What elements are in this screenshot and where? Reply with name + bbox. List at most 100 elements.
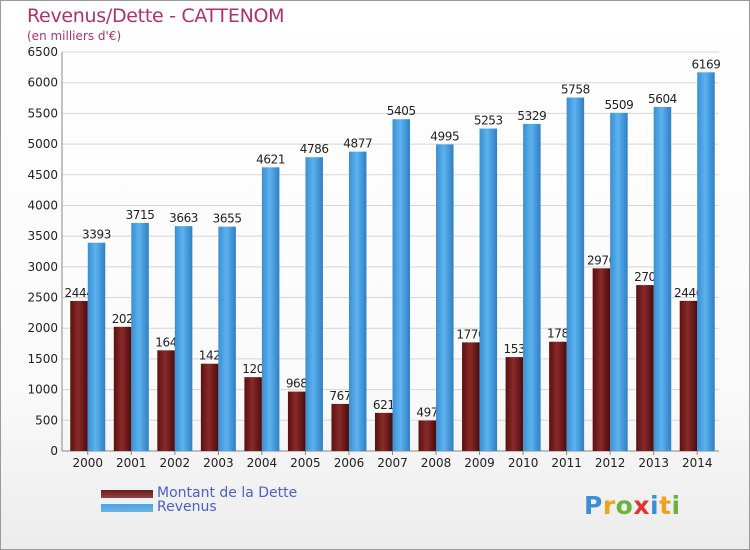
data-label-dette: 1770 <box>456 327 485 341</box>
data-label-revenus: 5329 <box>517 109 546 123</box>
data-label-dette: 202 <box>112 312 134 326</box>
data-label-dette: 2976 <box>587 253 616 267</box>
bar-dette <box>244 377 262 451</box>
bar-revenus <box>261 167 280 452</box>
bar-dette <box>113 326 132 451</box>
bar-revenus <box>653 107 672 452</box>
data-label-revenus: 5758 <box>561 83 590 97</box>
x-tick-label: 2006 <box>334 456 365 470</box>
data-label-dette: 497 <box>416 405 438 419</box>
data-label-revenus: 4995 <box>430 129 459 143</box>
x-tick-label: 2010 <box>508 456 539 470</box>
y-tick-label: 1000 <box>27 383 58 397</box>
y-tick-label: 3000 <box>27 260 58 274</box>
bar-dette <box>679 300 698 451</box>
y-tick-label: 500 <box>35 413 58 427</box>
data-label-revenus: 3715 <box>126 208 155 222</box>
bar-revenus <box>523 123 541 452</box>
x-tick-label: 2014 <box>682 456 713 470</box>
data-label-revenus: 5604 <box>648 92 677 106</box>
chart-subtitle: (en milliers d'€) <box>27 29 122 43</box>
y-tick-label: 1500 <box>27 352 58 366</box>
logo-letter: x <box>633 491 650 520</box>
bar-dette <box>636 285 654 451</box>
bar-revenus <box>479 128 498 451</box>
x-tick-label: 2005 <box>290 456 321 470</box>
bar-dette <box>418 420 437 451</box>
bar-dette <box>592 268 611 451</box>
x-tick-label: 2003 <box>203 456 234 470</box>
legend-label-revenus: Revenus <box>157 499 217 515</box>
bar-revenus <box>348 151 367 451</box>
bar-revenus <box>392 119 410 451</box>
data-label-revenus: 4621 <box>256 152 285 166</box>
data-label-dette: 2444 <box>65 286 94 300</box>
data-label-revenus: 5253 <box>474 114 503 128</box>
logo-letter: t <box>659 491 672 520</box>
chart-title: Revenus/Dette - CATTENOM <box>27 5 285 27</box>
x-tick-label: 2011 <box>551 456 582 470</box>
data-label-revenus: 6169 <box>692 57 721 71</box>
data-label-dette: 621 <box>373 398 395 412</box>
data-label-dette: 767 <box>329 389 351 403</box>
bar-dette <box>549 341 567 451</box>
x-tick-label: 2001 <box>116 456 147 470</box>
data-label-revenus: 4786 <box>300 142 329 156</box>
x-tick-label: 2013 <box>638 456 669 470</box>
y-tick-label: 4000 <box>27 198 58 212</box>
bar-revenus <box>305 157 323 451</box>
data-label-dette: 120 <box>242 362 264 376</box>
bar-dette <box>200 363 219 451</box>
x-tick-label: 2009 <box>464 456 495 470</box>
bar-revenus <box>697 72 715 452</box>
data-label-dette: 968 <box>286 377 308 391</box>
data-label-dette: 142 <box>199 349 221 363</box>
logo-letter: o <box>615 491 634 520</box>
y-tick-label: 0 <box>50 444 58 458</box>
bar-dette <box>157 350 175 451</box>
logo-letter: P <box>584 491 603 520</box>
data-label-revenus: 3393 <box>82 228 111 242</box>
legend-swatch-revenus <box>101 504 153 512</box>
bar-revenus <box>174 226 193 451</box>
x-tick-label: 2007 <box>377 456 408 470</box>
data-label-revenus: 4877 <box>343 137 372 151</box>
data-label-dette: 2446 <box>674 286 703 300</box>
bar-dette <box>70 300 88 451</box>
data-label-dette: 270 <box>634 270 656 284</box>
x-tick-label: 2004 <box>247 456 278 470</box>
x-tick-label: 2000 <box>72 456 103 470</box>
logo-letter: i <box>650 491 660 520</box>
y-tick-label: 6500 <box>27 45 58 59</box>
data-label-revenus: 5405 <box>387 104 416 118</box>
x-tick-label: 2012 <box>595 456 626 470</box>
bar-revenus <box>566 97 585 451</box>
y-tick-label: 2000 <box>27 321 58 335</box>
y-tick-label: 2500 <box>27 291 58 305</box>
x-tick-label: 2002 <box>160 456 191 470</box>
data-label-dette: 178 <box>547 327 569 341</box>
y-tick-label: 4500 <box>27 168 58 182</box>
bar-revenus <box>87 242 106 451</box>
bar-revenus <box>610 112 628 451</box>
legend-swatch-dette <box>101 490 153 498</box>
bar-revenus <box>218 226 236 451</box>
logo-letter: r <box>602 491 616 520</box>
legend-label-dette: Montant de la Dette <box>157 485 298 501</box>
y-tick-label: 5500 <box>27 106 58 120</box>
bar-revenus <box>131 222 149 451</box>
y-tick-label: 3500 <box>27 229 58 243</box>
data-label-revenus: 3655 <box>213 212 242 226</box>
data-label-dette: 164 <box>155 335 177 349</box>
y-tick-label: 6000 <box>27 76 58 90</box>
x-tick-label: 2008 <box>421 456 452 470</box>
bar-dette <box>287 391 306 451</box>
logo-letter: i <box>671 491 681 520</box>
data-label-revenus: 3663 <box>169 211 198 225</box>
bar-dette <box>331 403 349 451</box>
data-label-revenus: 5509 <box>604 98 633 112</box>
bar-revenus <box>436 144 454 451</box>
bar-dette <box>462 342 480 451</box>
